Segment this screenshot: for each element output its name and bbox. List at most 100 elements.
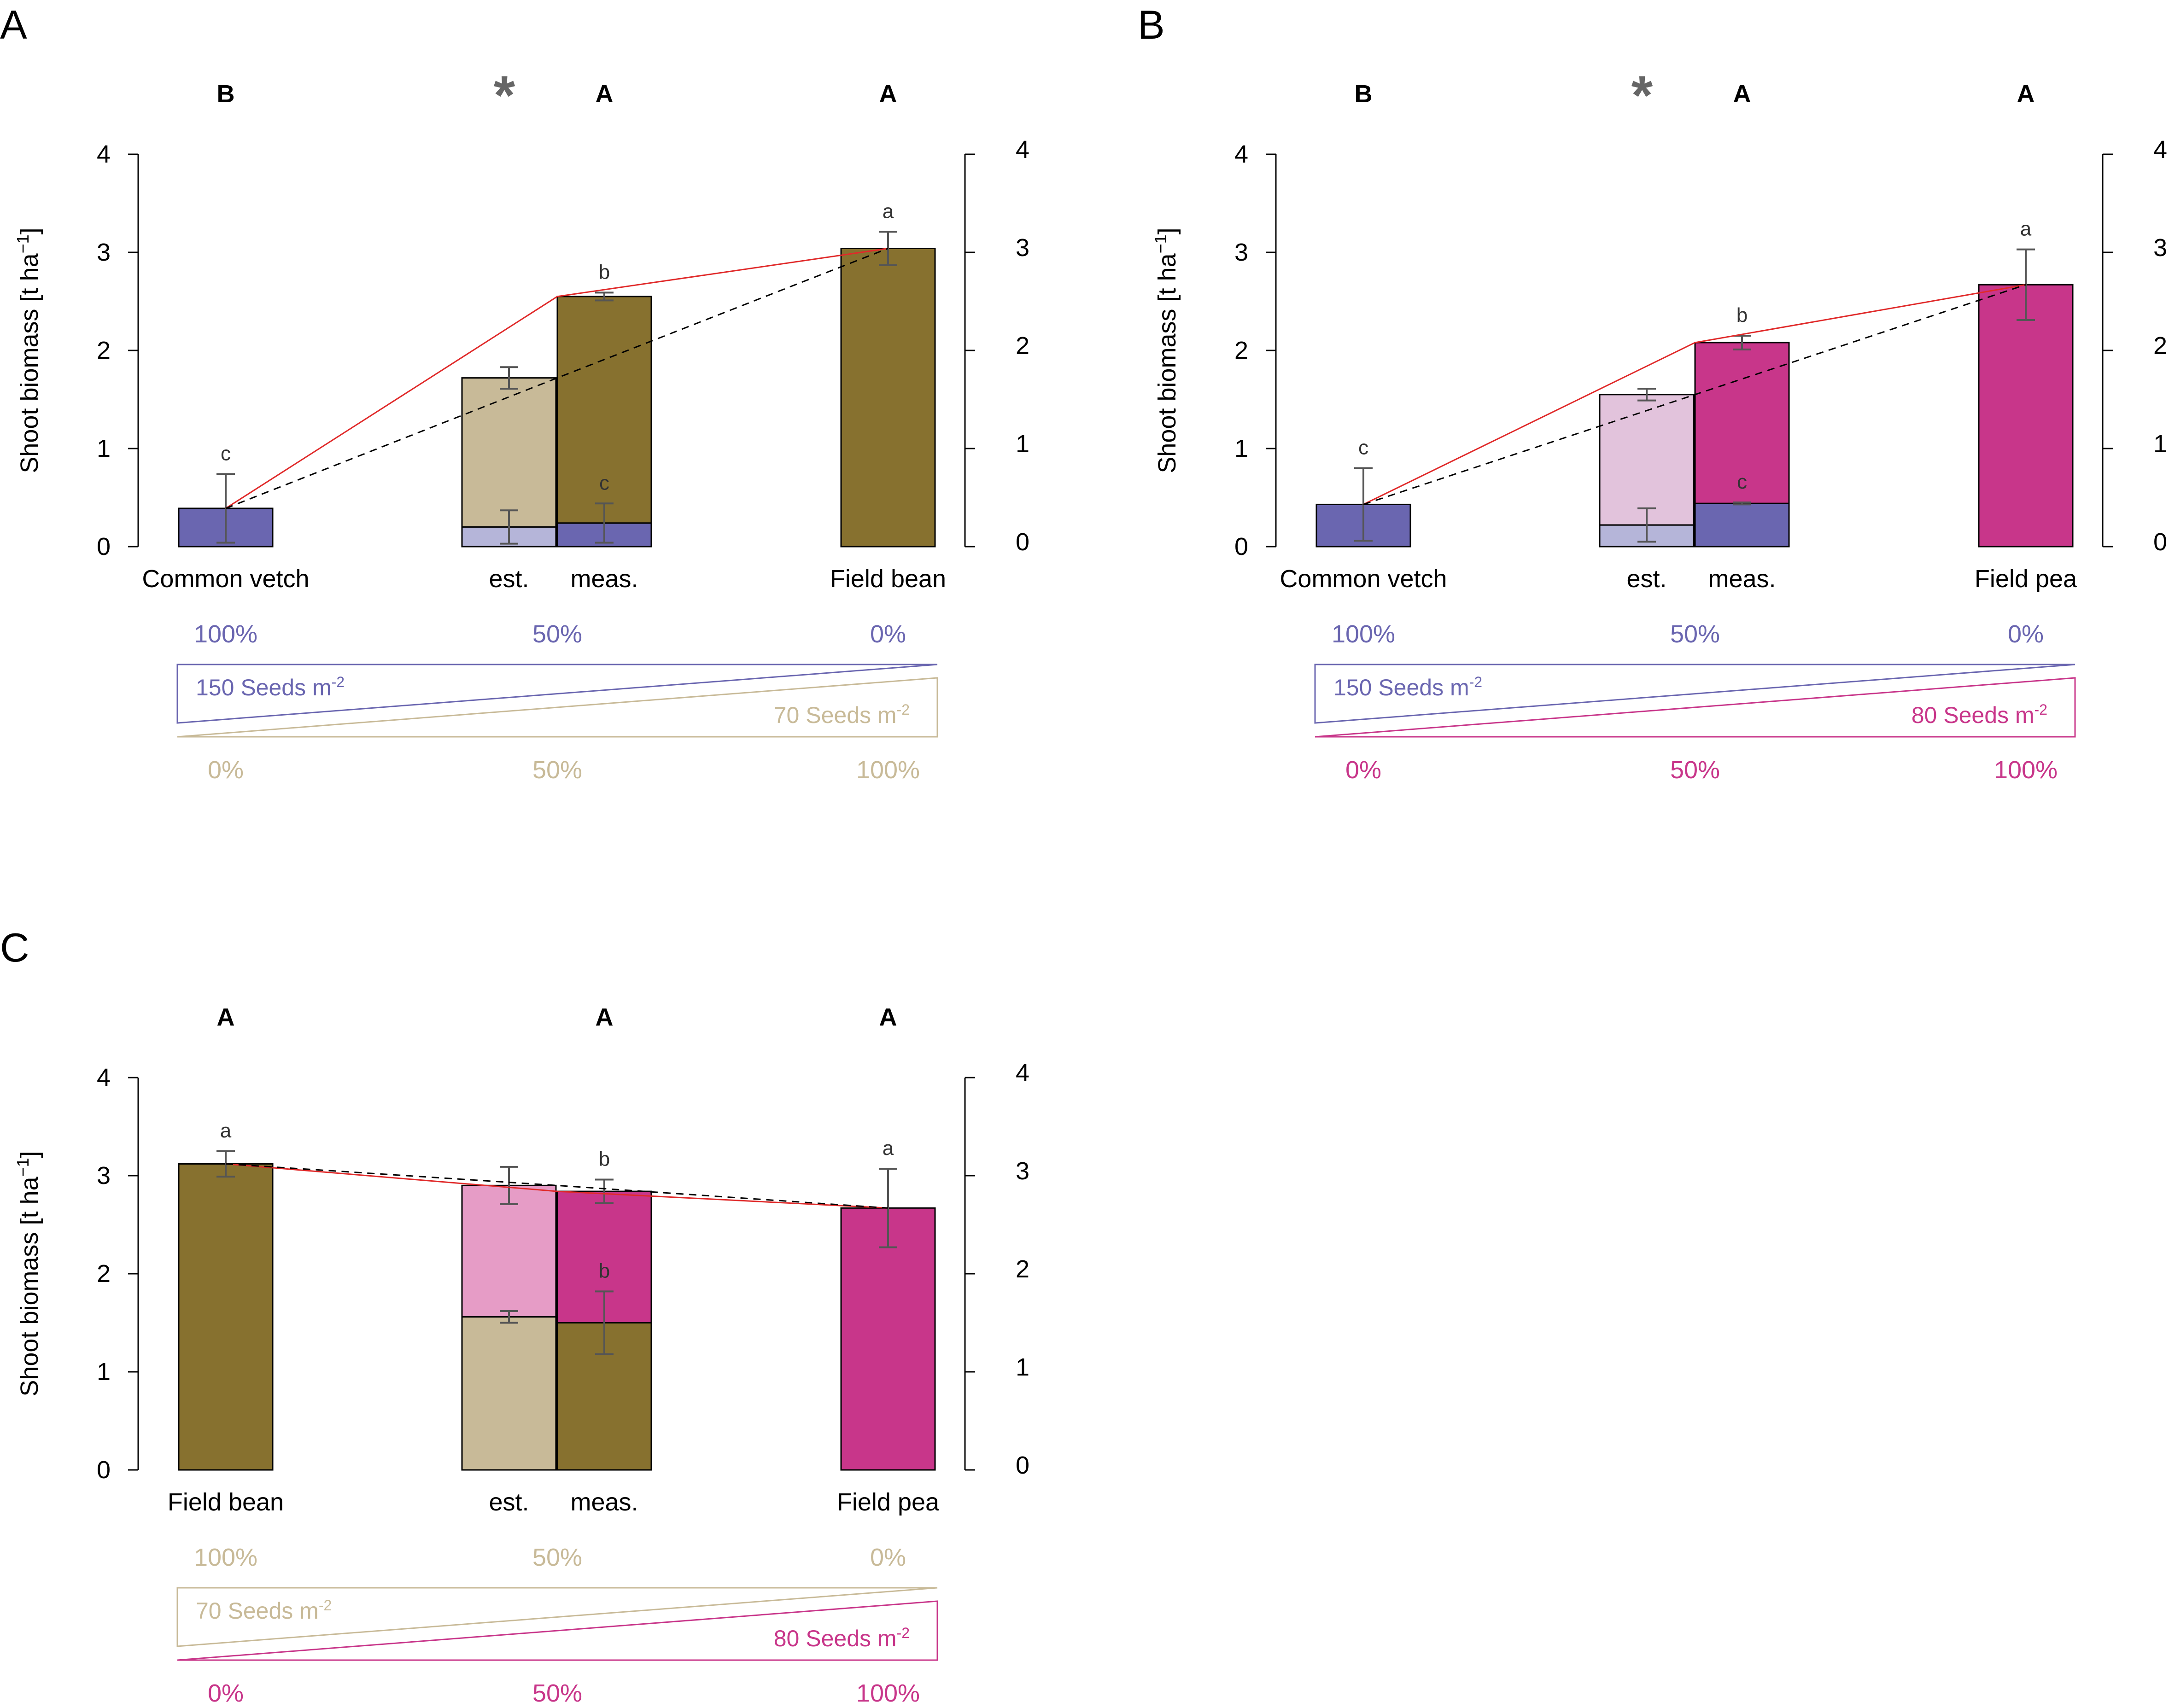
seed-rate-bottom-exponent: -2 bbox=[2035, 701, 2047, 718]
proportion-bottom: 0% bbox=[1345, 756, 1381, 784]
y-axis-title: Shoot biomass [t ha−1] bbox=[1151, 227, 1181, 473]
seed-rate-top: 150 Seeds m-2 bbox=[196, 674, 345, 700]
significance-asterisk: * bbox=[1631, 64, 1653, 126]
seed-rate-top-exponent: -2 bbox=[319, 1597, 332, 1614]
x-label-left: Common vetch bbox=[142, 565, 309, 593]
y-tick-label-right: 0 bbox=[1016, 528, 1029, 556]
proportion-bottom: 0% bbox=[208, 1679, 244, 1707]
sig-letter-meas-bottom: b bbox=[599, 1259, 610, 1282]
sig-letter-meas-top: b bbox=[599, 261, 610, 283]
y-tick-label-left: 2 bbox=[97, 1260, 111, 1288]
proportion-bottom: 50% bbox=[1670, 756, 1720, 784]
y-tick-label-left: 2 bbox=[97, 337, 111, 364]
seed-gradient-top bbox=[176, 664, 938, 724]
y-axis-title-main: Shoot biomass [t ha bbox=[16, 1176, 43, 1396]
sig-letter-left-pure: a bbox=[220, 1119, 232, 1142]
x-label-est: est. bbox=[489, 1488, 529, 1516]
group-letter: A bbox=[217, 1003, 235, 1031]
y-tick-label-left: 1 bbox=[97, 435, 111, 462]
y-tick-label-left: 1 bbox=[1234, 435, 1248, 462]
y-tick-label-left: 2 bbox=[1234, 337, 1248, 364]
y-axis-title-exponent: −1 bbox=[13, 234, 32, 253]
proportion-top: 50% bbox=[1670, 620, 1720, 648]
y-tick-label-right: 1 bbox=[1016, 1353, 1029, 1381]
y-tick-label-right: 4 bbox=[1016, 1059, 1029, 1087]
seed-gradient-bottom bbox=[177, 677, 938, 738]
y-tick-label-right: 1 bbox=[2153, 430, 2167, 458]
y-tick-label-right: 1 bbox=[1016, 430, 1029, 458]
group-letter: A bbox=[879, 80, 897, 108]
y-tick-label-right: 3 bbox=[1016, 1157, 1029, 1185]
seed-rate-bottom-text: 80 Seeds m bbox=[1912, 702, 2035, 728]
panel-label: C bbox=[0, 925, 29, 970]
seed-gradient-bottom bbox=[1315, 677, 2076, 738]
bar-est-bottom bbox=[461, 1316, 557, 1471]
y-axis-title: Shoot biomass [t ha−1] bbox=[13, 1151, 44, 1396]
x-label-meas: meas. bbox=[1708, 565, 1776, 593]
proportion-top: 0% bbox=[2008, 620, 2044, 648]
y-tick-label-right: 2 bbox=[1016, 1255, 1029, 1283]
additive-line-measured bbox=[1363, 284, 2026, 505]
panel-label: B bbox=[1138, 2, 1165, 47]
proportion-bottom: 100% bbox=[1994, 756, 2058, 784]
x-label-left: Common vetch bbox=[1280, 565, 1447, 593]
y-tick-label-right: 4 bbox=[1016, 136, 1029, 163]
seed-rate-top-text: 150 Seeds m bbox=[196, 675, 332, 700]
y-axis-title-close: ] bbox=[16, 1151, 43, 1158]
sig-letter-left-pure: c bbox=[221, 442, 231, 465]
y-tick-label-left: 0 bbox=[1234, 533, 1248, 560]
x-label-meas: meas. bbox=[570, 565, 638, 593]
bar-right-pure bbox=[840, 247, 936, 548]
bar-right-pure bbox=[1978, 284, 2074, 548]
y-tick-label-right: 3 bbox=[1016, 234, 1029, 262]
x-label-left: Field bean bbox=[168, 1488, 284, 1516]
seed-gradient-top bbox=[1314, 664, 2075, 724]
y-axis-title-exponent: −1 bbox=[1151, 234, 1170, 253]
sig-letter-meas-top: b bbox=[599, 1148, 610, 1171]
seed-rate-bottom: 80 Seeds m-2 bbox=[774, 1625, 910, 1651]
group-letter: A bbox=[879, 1003, 897, 1031]
y-tick-label-right: 2 bbox=[2153, 332, 2167, 360]
y-tick-label-right: 3 bbox=[2153, 234, 2167, 262]
x-label-right: Field pea bbox=[1975, 565, 2077, 593]
proportion-top: 100% bbox=[194, 620, 257, 648]
expected-line-dashed bbox=[225, 248, 889, 509]
group-letter: A bbox=[1733, 80, 1751, 108]
expected-line-dashed bbox=[1363, 284, 2026, 505]
sig-letter-left-pure: c bbox=[1358, 437, 1368, 459]
x-label-meas: meas. bbox=[570, 1488, 638, 1516]
group-letter: B bbox=[1355, 80, 1373, 108]
y-tick-label-left: 4 bbox=[1234, 140, 1248, 168]
seed-rate-top-exponent: -2 bbox=[1469, 674, 1482, 690]
y-axis-title-close: ] bbox=[16, 227, 43, 234]
seed-rate-top: 150 Seeds m-2 bbox=[1333, 674, 1482, 700]
y-axis-title-main: Shoot biomass [t ha bbox=[1153, 253, 1181, 473]
seed-rate-top-exponent: -2 bbox=[332, 674, 345, 690]
sig-letter-right-pure: a bbox=[883, 200, 894, 222]
proportion-top: 100% bbox=[194, 1544, 257, 1571]
sig-letter-meas-top: b bbox=[1736, 304, 1748, 326]
seed-rate-bottom-exponent: -2 bbox=[897, 701, 910, 718]
seed-rate-top-text: 150 Seeds m bbox=[1333, 675, 1469, 700]
y-axis-title-exponent: −1 bbox=[13, 1158, 32, 1177]
y-tick-label-right: 0 bbox=[1016, 1452, 1029, 1479]
x-label-right: Field bean bbox=[830, 565, 946, 593]
group-letter: A bbox=[2017, 80, 2035, 108]
panel-A: A 0 1 2 3 4 0 1 2 3 4 Shoot biomass [t ha−1] B A A * c b c… bbox=[0, 2, 1029, 784]
seed-rate-bottom: 70 Seeds m-2 bbox=[774, 701, 910, 728]
y-tick-label-left: 4 bbox=[97, 140, 111, 168]
seed-rate-top: 70 Seeds m-2 bbox=[196, 1597, 332, 1624]
proportion-top: 50% bbox=[532, 620, 582, 648]
proportion-bottom: 100% bbox=[856, 756, 920, 784]
seed-rate-bottom: 80 Seeds m-2 bbox=[1912, 701, 2047, 728]
bar-meas-top bbox=[1694, 342, 1790, 504]
y-tick-label-left: 4 bbox=[97, 1064, 111, 1091]
bar-est-top bbox=[461, 1184, 557, 1318]
significance-asterisk: * bbox=[494, 64, 515, 126]
y-tick-label-left: 0 bbox=[97, 1456, 111, 1484]
y-tick-label-right: 0 bbox=[2153, 528, 2167, 556]
proportion-top: 0% bbox=[870, 620, 906, 648]
y-tick-label-left: 3 bbox=[1234, 239, 1248, 266]
y-axis-title: Shoot biomass [t ha−1] bbox=[13, 227, 44, 473]
proportion-bottom: 50% bbox=[532, 756, 582, 784]
